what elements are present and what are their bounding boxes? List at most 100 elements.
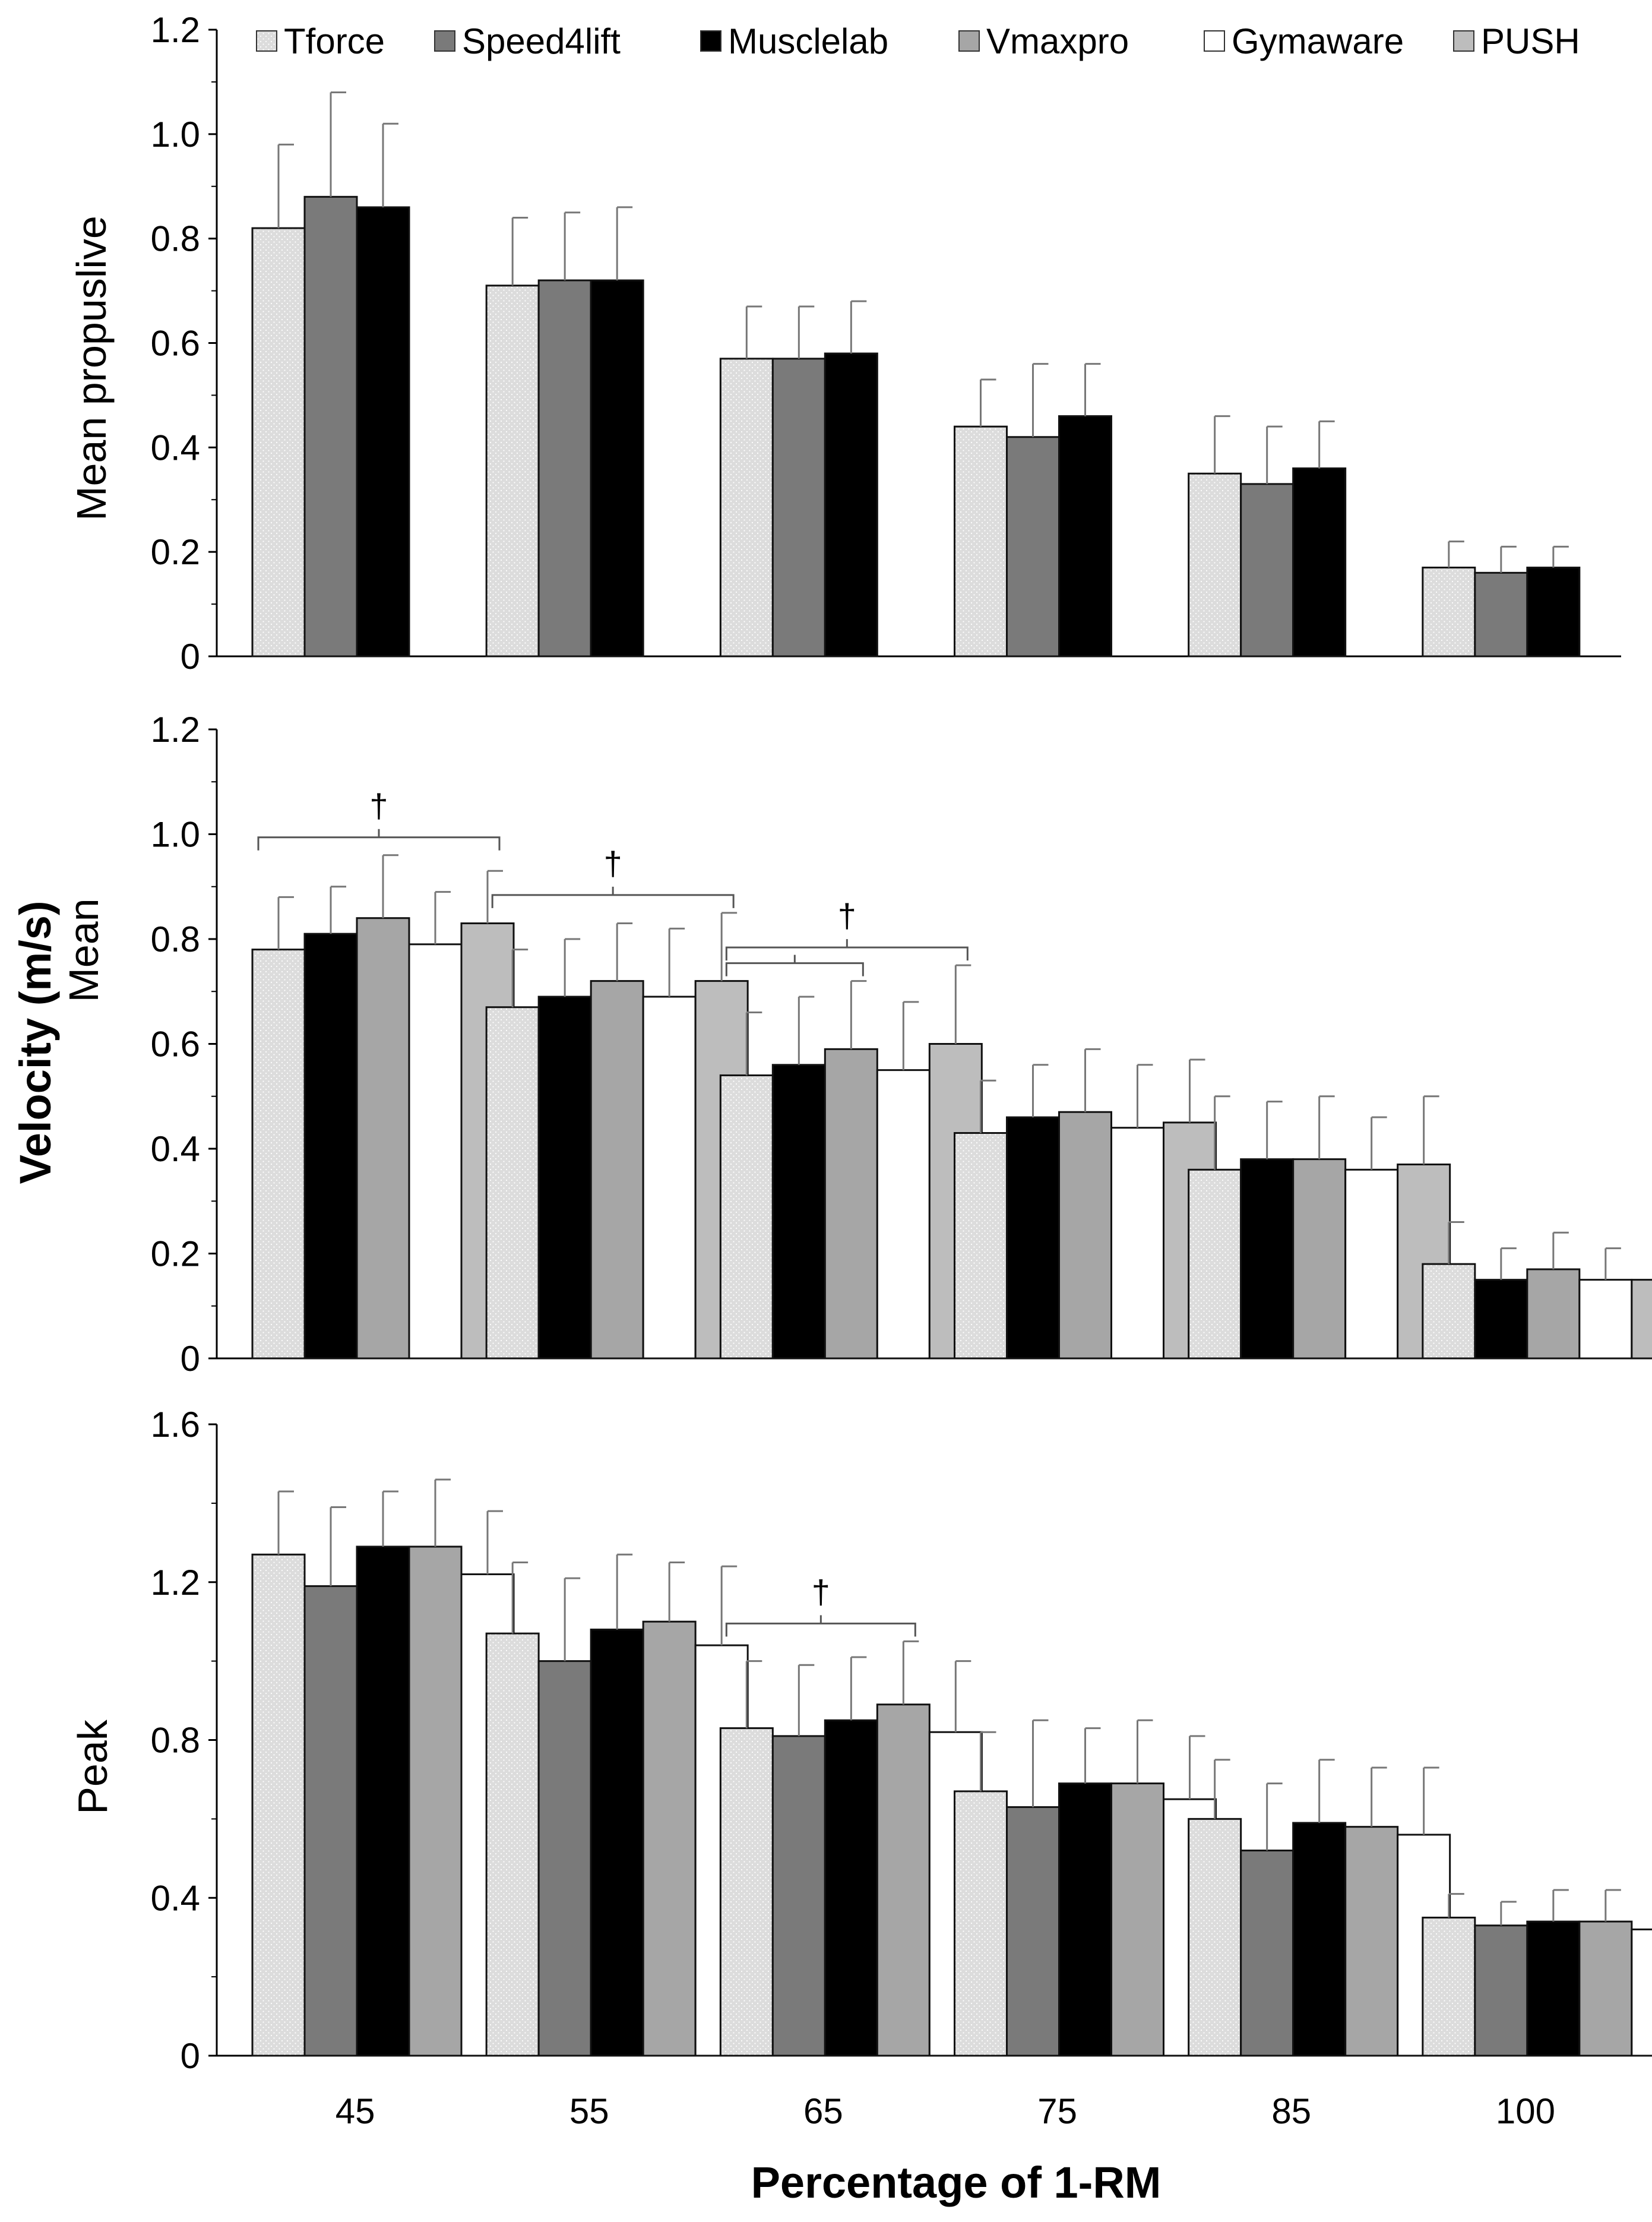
x-tick-label: 85 <box>1271 2091 1311 2131</box>
bar-musclelab-85 <box>1292 1822 1347 2057</box>
bar-tforce-75 <box>954 425 1008 658</box>
y-tick-label: 0.8 <box>151 219 200 259</box>
significance-bracket <box>725 946 969 961</box>
bar-musclelab-55 <box>537 995 592 1360</box>
y-tick-label: 0.8 <box>151 1721 200 1760</box>
bar-speed4lift-85 <box>1240 1850 1295 2057</box>
bar-musclelab-75 <box>1058 1782 1112 2057</box>
y-tick-label: 0.2 <box>151 1234 200 1274</box>
bar-tforce-85 <box>1188 1818 1242 2057</box>
bar-gymaware-65 <box>876 1069 931 1360</box>
bar-tforce-65 <box>719 1727 774 2057</box>
legend-swatch-tforce <box>256 30 277 52</box>
y-tick-label: 0 <box>181 637 200 677</box>
bar-tforce-55 <box>485 285 540 658</box>
legend-swatch-gymaware <box>1204 30 1225 52</box>
peak-ylabel: Peak <box>69 1719 116 1815</box>
y-tick-label: 1.2 <box>151 1563 200 1603</box>
y-tick-label: 0.8 <box>151 919 200 959</box>
x-tick-label: 65 <box>803 2091 843 2131</box>
bar-tforce-85 <box>1188 1168 1242 1360</box>
bar-tforce-65 <box>719 358 774 658</box>
legend-label-vmaxpro: Vmaxpro <box>986 21 1129 61</box>
bar-musclelab-45 <box>356 206 410 658</box>
bar-speed4lift-45 <box>303 195 358 658</box>
bar-speed4lift-75 <box>1006 436 1060 658</box>
legend-label-gymaware: Gymaware <box>1232 21 1404 61</box>
bar-musclelab-85 <box>1292 467 1347 658</box>
bar-gymaware-85 <box>1344 1168 1399 1360</box>
dagger-symbol: † <box>812 1573 830 1610</box>
bar-musclelab-55 <box>590 279 644 658</box>
bar-musclelab-75 <box>1006 1116 1060 1360</box>
bar-vmaxpro-45 <box>356 917 410 1360</box>
bar-tforce-45 <box>251 227 306 658</box>
y-tick-label: 0 <box>181 1339 200 1379</box>
mean-ylabel: Mean <box>61 898 107 1002</box>
legend: Tforce Speed4lift Musclelab Vmaxpro Gymaware… <box>256 21 1580 61</box>
bar-musclelab-65 <box>771 1064 826 1360</box>
bar-musclelab-85 <box>1240 1158 1295 1360</box>
bar-tforce-45 <box>251 949 306 1360</box>
bar-speed4lift-65 <box>771 1735 826 2057</box>
bar-vmaxpro-75 <box>1110 1782 1164 2057</box>
bar-gymaware-100 <box>1578 1279 1633 1360</box>
velocity-common-ylabel: Velocity (m/s) <box>11 900 60 1184</box>
bar-vmaxpro-85 <box>1292 1158 1347 1360</box>
legend-label-speed4lift: Speed4lift <box>462 21 621 61</box>
dagger-symbol: † <box>369 787 388 824</box>
bar-vmaxpro-75 <box>1058 1111 1112 1360</box>
x-tick-label: 100 <box>1496 2091 1555 2131</box>
legend-swatch-vmaxpro <box>958 30 980 52</box>
bar-musclelab-65 <box>824 352 878 658</box>
y-tick-label: 0.4 <box>151 428 200 467</box>
bar-tforce-45 <box>251 1553 306 2057</box>
y-tick-label: 1.0 <box>151 815 200 855</box>
bar-vmaxpro-100 <box>1526 1268 1581 1360</box>
significance-bracket <box>725 1622 916 1637</box>
bar-speed4lift-85 <box>1240 483 1295 658</box>
significance-bracket <box>725 962 864 976</box>
x-tick-label: 45 <box>336 2091 375 2131</box>
y-tick-label: 1.6 <box>151 1405 200 1445</box>
bar-tforce-75 <box>954 1132 1008 1360</box>
bar-vmaxpro-55 <box>642 1620 697 2057</box>
y-tick-label: 1.0 <box>151 115 200 154</box>
y-tick-label: 0.6 <box>151 1025 200 1064</box>
y-tick-label: 0.4 <box>151 1129 200 1169</box>
bar-musclelab-45 <box>303 933 358 1360</box>
bar-tforce-100 <box>1422 1916 1476 2057</box>
bar-tforce-100 <box>1422 1263 1476 1360</box>
y-tick-label: 0.2 <box>151 532 200 572</box>
bar-vmaxpro-65 <box>824 1048 878 1360</box>
bar-musclelab-55 <box>590 1628 644 2057</box>
y-tick-label: 0 <box>181 2036 200 2076</box>
significance-bracket <box>257 836 501 851</box>
bar-tforce-75 <box>954 1790 1008 2057</box>
y-tick-label: 1.2 <box>151 10 200 50</box>
peak-panel: 0 0.4 0.8 1.2 1.6 45 55 65 75 85 100 † <box>151 1405 1652 2131</box>
bar-tforce-65 <box>719 1074 774 1360</box>
legend-swatch-push <box>1453 30 1474 52</box>
bar-musclelab-45 <box>356 1545 410 2057</box>
dagger-symbol: † <box>604 845 622 882</box>
bar-gymaware-100 <box>1631 1928 1652 2057</box>
bar-vmaxpro-85 <box>1344 1826 1399 2057</box>
bar-gymaware-45 <box>408 943 463 1360</box>
bar-tforce-55 <box>485 1006 540 1360</box>
bar-vmaxpro-55 <box>590 980 644 1360</box>
bar-speed4lift-45 <box>303 1585 358 2057</box>
bar-speed4lift-65 <box>771 358 826 658</box>
bar-speed4lift-100 <box>1474 1924 1528 2057</box>
bar-vmaxpro-45 <box>408 1545 463 2057</box>
dagger-symbol: † <box>838 897 856 934</box>
y-tick-label: 1.2 <box>151 710 200 750</box>
bar-gymaware-75 <box>1110 1127 1164 1360</box>
y-tick-label: 0.4 <box>151 1878 200 1918</box>
bar-musclelab-75 <box>1058 415 1112 658</box>
bar-tforce-55 <box>485 1632 540 2057</box>
legend-swatch-speed4lift <box>434 30 455 52</box>
x-tick-label: 75 <box>1037 2091 1077 2131</box>
bar-tforce-100 <box>1422 567 1476 658</box>
legend-label-push: PUSH <box>1481 21 1580 61</box>
